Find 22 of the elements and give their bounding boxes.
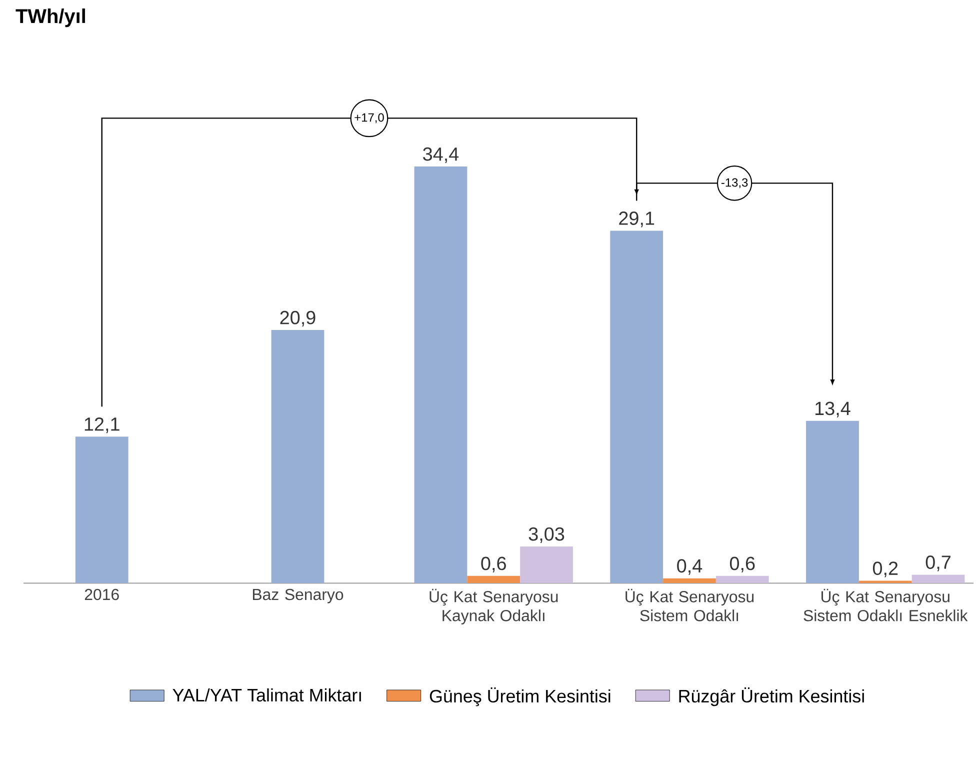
x-tick-label: Üç Kat Senaryosu Sistem Odaklı Esneklik: [804, 588, 968, 622]
legend-label: Güneş Üretim Kesintisi: [430, 687, 610, 706]
data-label: 20,9: [280, 310, 316, 327]
x-tick-label: 2016: [84, 588, 119, 600]
data-label: 0,4: [677, 559, 702, 575]
data-label: 29,1: [619, 212, 654, 228]
x-tick-label: Üç Kat Senaryosu Kaynak Odaklı: [430, 588, 558, 624]
annotation: -13,3: [721, 178, 748, 188]
data-label: 0,7: [926, 556, 950, 572]
x-tick-label: Baz Senaryo: [252, 588, 344, 604]
text: TWh/yıl: [16, 8, 85, 28]
data-label: 0,6: [730, 556, 755, 572]
data-label: 0,2: [872, 562, 898, 578]
data-label: 13,4: [816, 402, 850, 418]
data-label: 0,6: [481, 556, 506, 572]
data-label: 34,4: [423, 147, 459, 163]
data-label: 3,03: [528, 527, 564, 543]
x-tick-label: Üç Kat Senaryosu Sistem Odaklı: [626, 588, 754, 622]
text: +17,0: [354, 113, 384, 124]
data-label: 12,1: [84, 417, 120, 434]
legend-label: YAL/YAT Talimat Miktarı: [172, 688, 361, 702]
legend-label: Rüzgâr Üretim Kesintisi: [679, 687, 864, 706]
